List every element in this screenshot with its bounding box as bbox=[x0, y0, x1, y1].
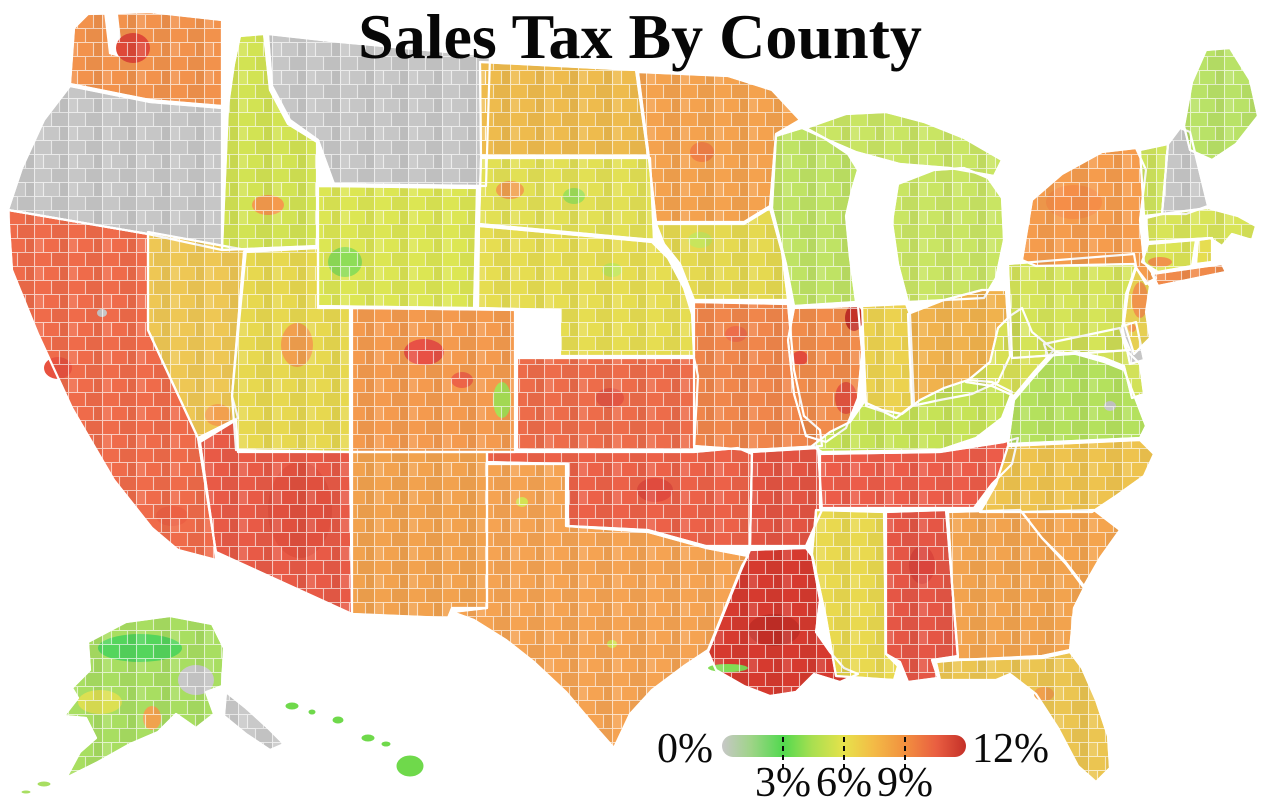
hotspot-texas-green-b bbox=[607, 640, 617, 648]
hotspot-denver-metro bbox=[404, 339, 444, 365]
state-arkansas bbox=[749, 447, 823, 547]
hotspot-southern-nevada bbox=[205, 404, 231, 426]
legend-tick-label-9pct: 9% bbox=[877, 760, 933, 806]
hotspot-virginia-gray bbox=[1104, 401, 1116, 411]
hawaii-island-oahu bbox=[307, 708, 317, 716]
hotspot-florida-orange bbox=[1034, 687, 1054, 701]
hotspot-alaska-gray bbox=[178, 665, 214, 695]
hotspot-new-jersey-orange bbox=[1132, 282, 1148, 318]
hotspot-wyoming-green-county bbox=[328, 247, 362, 277]
hotspot-idaho-orange bbox=[252, 195, 284, 215]
state-michigan bbox=[891, 167, 1005, 303]
hotspot-utah-orange bbox=[281, 323, 313, 367]
hotspot-louisiana-dark bbox=[748, 614, 800, 646]
hotspot-iowa-green bbox=[688, 232, 712, 248]
hotspot-seattle-metro bbox=[116, 33, 150, 63]
state-north-carolina bbox=[979, 439, 1155, 513]
hotspot-bay-area bbox=[44, 357, 72, 379]
hotspot-central-alabama bbox=[909, 546, 935, 584]
hotspot-colorado-red bbox=[451, 372, 473, 388]
state-new-mexico bbox=[351, 451, 488, 619]
hotspot-alaska-yellow bbox=[78, 690, 122, 714]
hotspot-delaware-orange bbox=[1128, 324, 1136, 332]
state-alabama bbox=[885, 509, 959, 683]
hawaii-island-big-island bbox=[395, 754, 425, 778]
legend: 0% 12% 3% 6% 9% bbox=[657, 726, 1049, 806]
hotspot-alaska-orange bbox=[143, 706, 161, 730]
hotspot-louisiana-coast-green bbox=[708, 664, 748, 672]
hawaii-island-kauai bbox=[284, 701, 300, 711]
legend-tick-label-6pct: 6% bbox=[816, 760, 872, 806]
hotspot-kansas-red bbox=[596, 388, 624, 408]
hotspot-connecticut-coast bbox=[1148, 257, 1172, 267]
hawaii-island-molokai bbox=[331, 715, 345, 725]
legend-tick-label-3pct: 3% bbox=[755, 760, 811, 806]
hotspot-chicago bbox=[845, 305, 863, 331]
hotspot-south-dakota-green bbox=[563, 188, 585, 204]
alaska-aleutian-island bbox=[20, 789, 32, 795]
legend-min-label: 0% bbox=[657, 726, 713, 772]
hotspot-eastern-arizona bbox=[268, 462, 332, 558]
hotspot-central-new-york bbox=[1046, 185, 1102, 219]
hotspot-st-louis bbox=[792, 351, 808, 365]
hotspot-eastern-colorado-green bbox=[493, 382, 511, 418]
state-rhode-island bbox=[1195, 237, 1213, 265]
state-north-dakota bbox=[479, 61, 649, 157]
legend-max-label: 12% bbox=[972, 726, 1049, 772]
hawaii-island-maui bbox=[360, 733, 376, 743]
alaska-aleutian-island bbox=[36, 780, 52, 788]
hotspot-alpine-county-gray bbox=[97, 309, 107, 317]
hotspot-missouri-orange bbox=[725, 326, 747, 342]
state-connecticut bbox=[1141, 239, 1197, 273]
hotspot-oklahoma-red bbox=[637, 478, 673, 502]
page-title: Sales Tax By County bbox=[358, 1, 922, 72]
state-indiana bbox=[861, 303, 915, 419]
hotspot-southern-illinois bbox=[835, 382, 857, 414]
state-pennsylvania bbox=[1007, 253, 1137, 359]
hotspot-south-dakota-orange bbox=[496, 181, 524, 199]
hotspot-alaska-north bbox=[98, 634, 182, 662]
hotspot-nebraska-green bbox=[602, 263, 622, 277]
state-maine bbox=[1183, 47, 1259, 161]
state-alaska-southeast bbox=[223, 691, 285, 751]
hotspot-southern-california bbox=[156, 506, 188, 526]
state-colorado bbox=[351, 307, 516, 453]
hawaii-island-lanai bbox=[380, 740, 392, 748]
hotspot-texas-green-a bbox=[516, 497, 528, 507]
hotspot-minnesota-orange bbox=[690, 142, 714, 162]
state-wyoming bbox=[317, 185, 478, 309]
